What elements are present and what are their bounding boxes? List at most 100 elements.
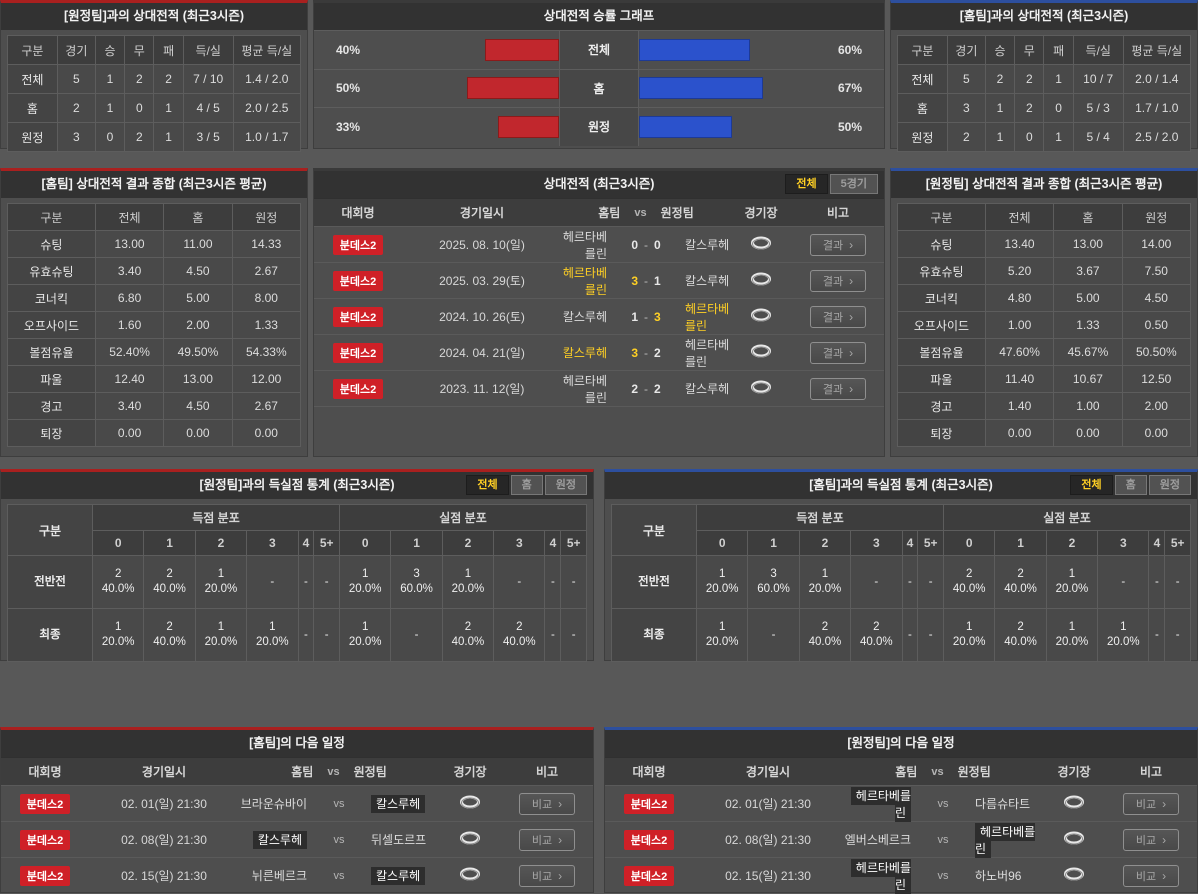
col-stadium: 경기장 xyxy=(453,765,487,779)
score-separator: - xyxy=(644,345,648,360)
compare-button[interactable]: 비교 › xyxy=(1122,864,1180,887)
tab-away[interactable]: 원정 xyxy=(1148,475,1191,495)
stadium-icon[interactable] xyxy=(1063,867,1085,884)
home-summary-panel: [홈팀] 상대전적 결과 종합 (최근3시즌 평균) 구분 전체 홈 원정 슈팅 13.… xyxy=(0,168,308,457)
goals-vs-away-panel: [원정팀]과의 득실점 통계 (최근3시즌) 전체 홈 원정 구분 득점 분포 … xyxy=(0,469,594,662)
stadium-icon[interactable] xyxy=(1063,795,1085,812)
result-button[interactable]: 결과 › xyxy=(809,269,867,292)
table-cell: 슈팅 xyxy=(7,230,96,258)
compare-button[interactable]: 비교 › xyxy=(518,792,576,815)
stadium-icon[interactable] xyxy=(459,867,481,884)
vs-label: vs xyxy=(333,869,345,882)
col-vs: vs xyxy=(931,765,944,778)
table-cell: - xyxy=(493,555,546,609)
table-cell: 13.00 xyxy=(163,365,233,393)
tab-away[interactable]: 원정 xyxy=(544,475,587,495)
table-cell: 2 40.0% xyxy=(994,608,1047,662)
result-button[interactable]: 결과 › xyxy=(809,341,867,364)
chart-category-label: 홈 xyxy=(559,69,639,107)
stadium-icon[interactable] xyxy=(750,380,772,397)
table-cell: 구분 xyxy=(897,203,986,231)
compare-button[interactable]: 비교 › xyxy=(518,864,576,887)
table-cell: 1 xyxy=(994,530,1047,556)
away-score: 1 xyxy=(654,273,661,288)
table-cell: 무 xyxy=(1014,35,1045,65)
table-cell: 5+ xyxy=(313,530,340,556)
table-cell: 1 xyxy=(984,122,1016,152)
stadium-icon[interactable] xyxy=(459,831,481,848)
col-home: 홈팀 xyxy=(895,765,918,779)
col-note: 비고 xyxy=(1139,765,1163,779)
table-cell: - xyxy=(1164,555,1191,609)
chevron-right-icon: › xyxy=(1162,832,1167,847)
chevron-right-icon: › xyxy=(1162,868,1167,883)
table-cell: 14.00 xyxy=(1121,230,1192,258)
col-note: 비고 xyxy=(826,206,850,220)
chart-row: 33% 원정 50% xyxy=(314,107,884,146)
table-cell: 1.00 xyxy=(1053,392,1123,420)
away-team-name: 칼스루헤 xyxy=(685,238,730,252)
schedule-row: 분데스2 02. 15(일) 21:30 헤르타베를린 vs 하노버96 비교 › xyxy=(605,858,1197,894)
panel-title: [원정팀]의 다음 일정 xyxy=(605,730,1197,757)
chevron-right-icon: › xyxy=(849,273,854,288)
table-cell: 4.80 xyxy=(984,284,1055,312)
table-cell: 5.00 xyxy=(1053,284,1123,312)
table-cell: 12.50 xyxy=(1121,365,1192,393)
col-stadium: 경기장 xyxy=(744,206,778,220)
away-summary-panel: [원정팀] 상대전적 결과 종합 (최근3시즌 평균) 구분 전체 홈 원정 슈팅 13… xyxy=(890,168,1198,457)
table-cell: 2 xyxy=(946,122,986,152)
tab-home[interactable]: 홈 xyxy=(1114,475,1147,495)
compare-button[interactable]: 비교 › xyxy=(1122,792,1180,815)
result-button[interactable]: 결과 › xyxy=(809,377,867,400)
stadium-icon[interactable] xyxy=(459,795,481,812)
tab-all[interactable]: 전체 xyxy=(466,475,509,495)
score-separator: - xyxy=(644,237,648,252)
table-cell: 전체 xyxy=(897,64,948,94)
stadium-icon[interactable] xyxy=(750,236,772,253)
table-cell: 3.40 xyxy=(94,392,165,420)
compare-button[interactable]: 비교 › xyxy=(1122,828,1180,851)
result-button[interactable]: 결과 › xyxy=(809,233,867,256)
stadium-icon[interactable] xyxy=(750,272,772,289)
tab-home[interactable]: 홈 xyxy=(510,475,543,495)
right-percent-label: 67% xyxy=(837,81,862,96)
home-score: 3 xyxy=(631,345,638,360)
chevron-right-icon: › xyxy=(849,237,854,252)
stadium-icon[interactable] xyxy=(1063,831,1085,848)
table-cell: 13.00 xyxy=(1053,230,1123,258)
table-cell: 0 xyxy=(1014,122,1045,152)
table-cell: 7 / 10 xyxy=(182,64,234,94)
table-cell: - xyxy=(917,608,944,662)
panel-title: [홈팀]과의 상대전적 (최근3시즌) xyxy=(891,3,1197,30)
tab-last5[interactable]: 5경기 xyxy=(829,174,878,194)
chevron-right-icon: › xyxy=(849,345,854,360)
col-home: 홈팀 xyxy=(291,765,314,779)
table-cell: 4 xyxy=(1148,530,1166,556)
table-cell: 구분 xyxy=(7,35,58,65)
match-row: 분데스2 2024. 04. 21(일) 칼스루헤 3-2 헤르타베를린 결과 › xyxy=(314,335,884,371)
table-cell: 3.40 xyxy=(94,257,165,285)
match-row: 분데스2 2025. 08. 10(일) 헤르타베를린 0-0 칼스루헤 결과 › xyxy=(314,227,884,263)
stadium-icon[interactable] xyxy=(750,308,772,325)
tab-all[interactable]: 전체 xyxy=(1070,475,1113,495)
table-cell: 7.50 xyxy=(1121,257,1192,285)
result-button[interactable]: 결과 › xyxy=(809,305,867,328)
table-cell: 1.33 xyxy=(231,311,302,339)
table-cell: 전체 xyxy=(94,203,165,231)
tab-all[interactable]: 전체 xyxy=(785,174,828,194)
away-score: 2 xyxy=(654,345,661,360)
col-home: 홈팀 xyxy=(598,206,621,220)
table-cell: 2 xyxy=(798,530,852,556)
winrate-bar-right xyxy=(639,115,732,138)
stadium-icon[interactable] xyxy=(750,344,772,361)
h2h-matches-panel: 상대전적 (최근3시즌) 전체 5경기 대회명 경기일시 홈팀 vs 원정팀 경… xyxy=(313,168,885,457)
schedule-row: 분데스2 02. 08(일) 21:30 엘버스베르크 vs 헤르타베를린 비교 › xyxy=(605,822,1197,858)
table-cell: 1 xyxy=(747,530,800,556)
table-cell: 1.40 xyxy=(984,392,1055,420)
score-separator: - xyxy=(644,273,648,288)
table-cell: - xyxy=(313,608,340,662)
table-cell: 원정 xyxy=(7,122,58,152)
away-score: 0 xyxy=(654,237,661,252)
compare-button[interactable]: 비교 › xyxy=(518,828,576,851)
table-cell: 패 xyxy=(1043,35,1074,65)
